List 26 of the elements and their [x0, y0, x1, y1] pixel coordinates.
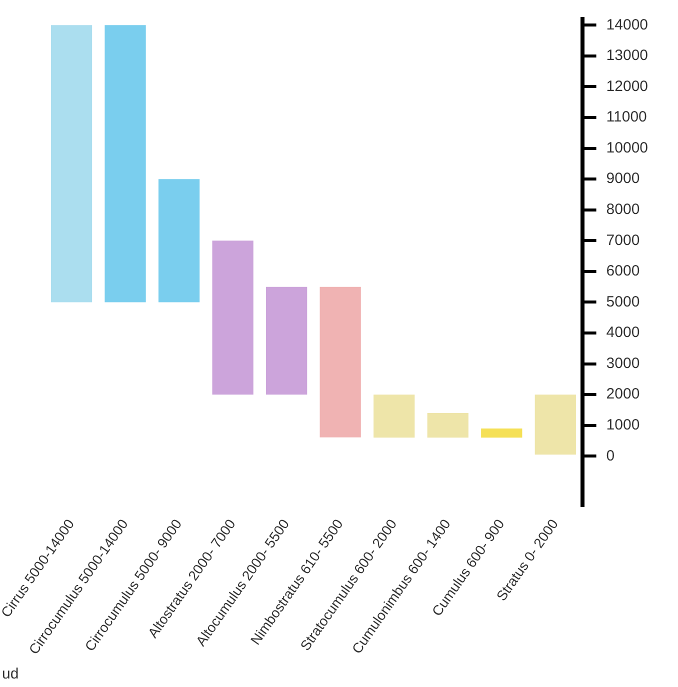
bar	[427, 413, 468, 438]
bar	[374, 394, 415, 438]
y-tick-label: 6000	[606, 262, 640, 280]
y-tick-label: 4000	[606, 324, 640, 342]
bar	[104, 25, 146, 302]
y-tick-label: 12000	[606, 78, 648, 95]
y-tick-label: 13000	[606, 47, 648, 64]
bar	[266, 286, 308, 395]
y-tick-label: 14000	[606, 16, 648, 34]
bar	[534, 394, 576, 455]
bar	[158, 179, 200, 302]
y-tick-label: 8000	[606, 201, 640, 218]
bar	[212, 240, 254, 395]
y-tick-label: 9000	[606, 170, 640, 188]
y-tick-label: 2000	[606, 386, 640, 403]
bar	[481, 428, 522, 438]
y-tick-label: 10000	[606, 139, 648, 156]
y-tick-label: 5000	[606, 293, 640, 310]
bar	[50, 25, 92, 302]
y-tick-label: 11000	[606, 108, 647, 126]
bar	[320, 286, 361, 438]
y-tick-label: 3000	[606, 354, 640, 372]
y-tick-label: 1000	[606, 416, 640, 434]
y-tick-label: 0	[606, 447, 615, 464]
y-tick-label: 7000	[606, 232, 640, 249]
text: ud	[2, 666, 19, 683]
